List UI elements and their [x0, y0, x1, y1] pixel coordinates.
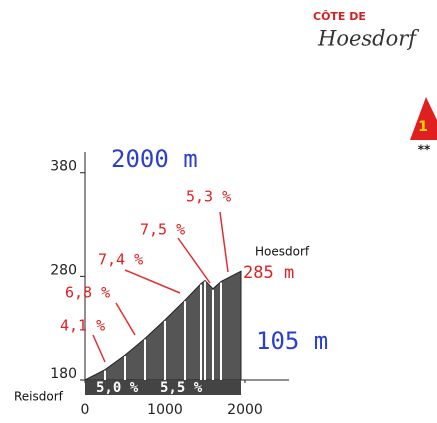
x-tick-label: 1000	[147, 402, 183, 418]
gradient-label: 5,3 %	[186, 188, 231, 206]
gradient-strip	[85, 380, 241, 395]
rating: **	[418, 143, 431, 157]
y-tick-label: 180	[50, 366, 77, 382]
title: CÔTE DE	[313, 10, 366, 23]
summit-label: 285 m	[243, 263, 294, 283]
length-label: 2000 m	[111, 145, 198, 173]
y-tick-label: 280	[50, 262, 77, 278]
start-label: Reisdorf	[14, 390, 64, 404]
y-tick-label: 380	[50, 159, 77, 175]
end-label: Hoesdorf	[255, 245, 310, 259]
x-tick-label: 0	[81, 402, 90, 418]
gradient-label: 5,5 %	[160, 380, 203, 396]
gradient-label: 7,4 %	[98, 251, 143, 269]
climb-label: 105 m	[256, 327, 328, 355]
x-tick-label: 2000	[227, 402, 263, 418]
category-icon	[410, 97, 437, 140]
subtitle: Hoesdorf	[317, 27, 419, 51]
gradient-label: 6,8 %	[65, 284, 110, 302]
gradient-label: 7,5 %	[140, 221, 185, 239]
category: 1	[418, 119, 428, 135]
gradient-label: 5,0 %	[96, 380, 139, 396]
pointer-lines	[92, 211, 229, 363]
gradient-label: 4,1 %	[60, 317, 105, 335]
